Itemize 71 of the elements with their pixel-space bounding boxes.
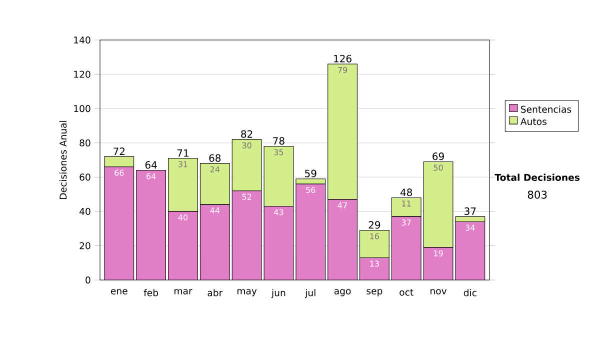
data-label: 79 — [338, 66, 348, 73]
x-tick-label: ene — [110, 289, 128, 294]
y-tick-label: 120 — [74, 70, 90, 78]
data-label: 66 — [114, 170, 124, 176]
data-label: 50 — [434, 164, 443, 171]
bar — [168, 211, 198, 280]
data-label: 47 — [338, 202, 347, 208]
y-tick-label: 140 — [74, 36, 90, 44]
bar — [104, 166, 134, 280]
total-label: 68 — [209, 154, 221, 162]
bar — [136, 170, 166, 280]
x-tick-label: dic — [464, 289, 476, 296]
total-label: 126 — [334, 54, 352, 62]
data-label: 30 — [242, 142, 252, 148]
bar — [455, 221, 486, 280]
bar — [264, 206, 294, 280]
x-tick-label: ago — [334, 289, 351, 296]
total-label: 69 — [432, 152, 444, 160]
bar — [391, 197, 422, 217]
bar — [296, 184, 326, 280]
x-tick-label: may — [237, 289, 257, 296]
bar — [200, 204, 230, 280]
data-label: 24 — [210, 166, 220, 172]
text: 803 — [528, 190, 547, 199]
legend-label: Autos — [520, 118, 546, 126]
data-label: 13 — [370, 260, 379, 267]
y-axis-title: Decisiones Anual — [59, 120, 67, 199]
bar — [360, 258, 390, 280]
data-label: 43 — [274, 209, 284, 216]
data-label: 35 — [274, 149, 284, 156]
y-tick-label: 0 — [86, 276, 90, 284]
y-tick-label: 40 — [80, 208, 90, 215]
x-tick-label: abr — [208, 289, 223, 296]
data-label: 34 — [466, 224, 475, 231]
total-label: 71 — [177, 149, 188, 157]
data-label: 40 — [178, 214, 188, 220]
data-label: 19 — [434, 250, 443, 256]
total-label: 72 — [114, 148, 124, 155]
total-label: 78 — [273, 137, 284, 145]
data-label: 56 — [306, 186, 316, 193]
bar — [360, 230, 390, 258]
bar — [328, 199, 358, 280]
y-tick-label: 80 — [80, 139, 90, 146]
total-label: 59 — [305, 170, 316, 178]
y-tick-label: 60 — [80, 174, 90, 181]
total-label: 82 — [241, 130, 252, 138]
x-tick-label: mar — [174, 289, 192, 294]
total-label: 64 — [145, 161, 157, 169]
data-label: 64 — [146, 173, 156, 180]
legend-label: Sentencias — [520, 106, 572, 113]
x-tick-label: jun — [271, 289, 286, 298]
bar — [424, 247, 453, 280]
data-label: 11 — [402, 200, 411, 206]
data-label: 16 — [370, 233, 380, 240]
data-label: 31 — [178, 161, 188, 168]
x-tick-label: feb — [144, 289, 158, 296]
data-label: 52 — [242, 194, 252, 200]
bar — [232, 190, 262, 280]
x-tick-label: oct — [400, 289, 414, 296]
total-label: 48 — [400, 188, 412, 196]
y-tick-label: 20 — [80, 242, 90, 250]
total-label: 29 — [368, 221, 380, 229]
bar — [392, 216, 422, 280]
x-tick-label: sep — [366, 289, 382, 296]
x-tick-label: jul — [304, 289, 316, 298]
x-tick-label: nov — [430, 289, 447, 294]
text: Total Decisiones — [494, 174, 580, 181]
total-label: 37 — [464, 207, 476, 215]
y-tick-label: 100 — [74, 105, 90, 112]
data-label: 44 — [210, 208, 220, 214]
data-label: 37 — [402, 220, 411, 226]
